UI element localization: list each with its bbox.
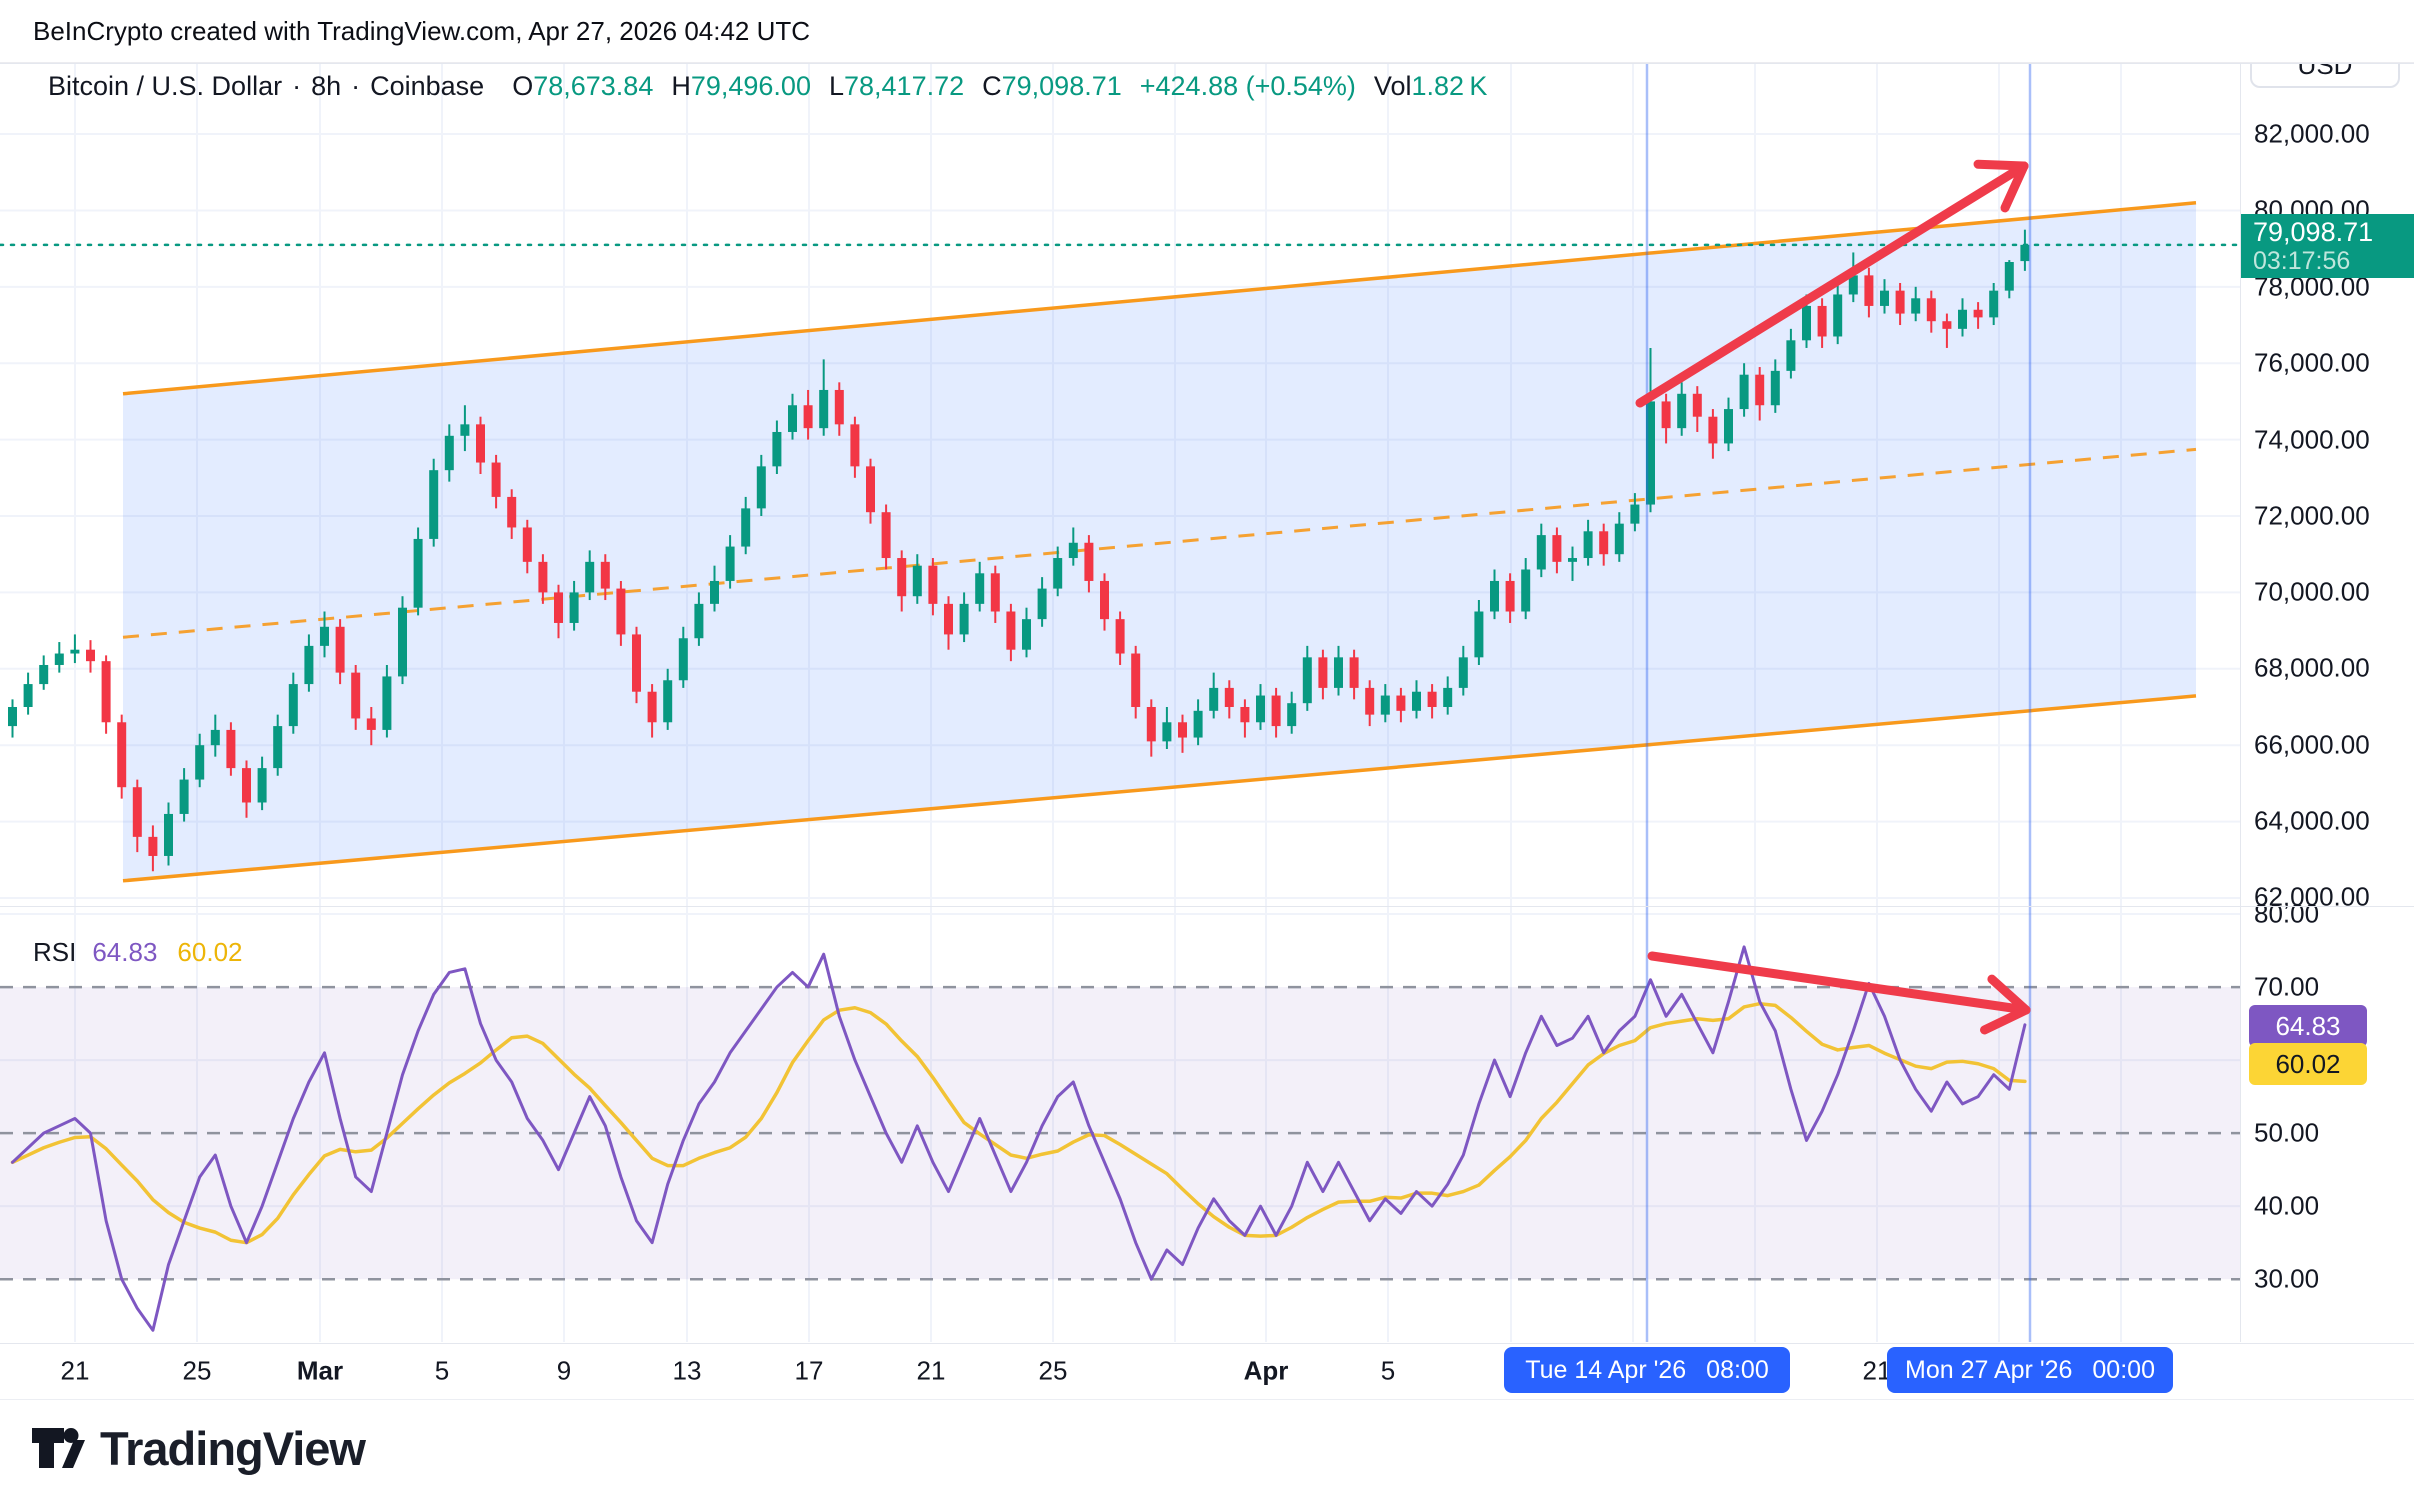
- time-axis[interactable]: 21 25 Mar 5 9 13 17 21 25 Apr 5 9 21 Tue…: [0, 1343, 2414, 1400]
- price-tick: 68,000.00: [2254, 652, 2370, 683]
- interval-label[interactable]: 8h: [311, 70, 342, 101]
- time-tick-month: Mar: [296, 1355, 344, 1386]
- time-tick: 5: [1380, 1355, 1396, 1386]
- marker-date: Mon 27 Apr '26: [1905, 1355, 2073, 1384]
- price-tick: 74,000.00: [2254, 424, 2370, 455]
- chart-top-separator: [0, 63, 2414, 64]
- price-tick: 82,000.00: [2254, 118, 2370, 149]
- price-tick: 66,000.00: [2254, 729, 2370, 760]
- rsi-ma-value: 60.02: [177, 936, 243, 967]
- volume-value: 1.82 K: [1411, 70, 1488, 101]
- rsi-tick: 80.00: [2254, 898, 2320, 929]
- chart-canvas[interactable]: [0, 0, 2240, 1342]
- rsi-ma-value-badge: 60.02: [2249, 1043, 2367, 1085]
- marker-date: Tue 14 Apr '26: [1525, 1355, 1687, 1384]
- time-tick: 17: [794, 1355, 824, 1386]
- rsi-tick: 70.00: [2254, 971, 2320, 1002]
- price-axis[interactable]: USD 82,000.00 80,000.00 78,000.00 76,000…: [2240, 0, 2414, 1342]
- rsi-value: 64.83: [92, 936, 158, 967]
- open-label: O: [512, 70, 534, 101]
- rsi-header: RSI 64.83 60.02: [33, 936, 243, 968]
- crosshair-date-marker-2: Mon 27 Apr '26 00:00: [1887, 1347, 2173, 1393]
- high-label: H: [671, 70, 691, 101]
- price-tick: 64,000.00: [2254, 805, 2370, 836]
- attribution-bar: BeInCrypto created with TradingView.com,…: [0, 0, 2414, 63]
- crosshair-date-marker-1: Tue 14 Apr '26 08:00: [1504, 1347, 1790, 1393]
- exchange-label: Coinbase: [370, 70, 485, 101]
- time-tick-month: Apr: [1243, 1355, 1289, 1386]
- volume-label: Vol: [1373, 70, 1412, 101]
- rsi-tick: 30.00: [2254, 1263, 2320, 1294]
- rsi-indicator-label[interactable]: RSI: [33, 936, 77, 967]
- symbol-header: Bitcoin / U.S. Dollar · 8h · Coinbase O …: [48, 70, 1487, 102]
- time-tick: 5: [434, 1355, 450, 1386]
- time-tick: 21: [1862, 1355, 1892, 1386]
- rsi-tick: 50.00: [2254, 1117, 2320, 1148]
- last-price-value: 79,098.71: [2253, 217, 2374, 247]
- tradingview-wordmark: TradingView: [100, 1421, 366, 1475]
- low-value: 78,417.72: [844, 70, 965, 101]
- low-label: L: [828, 70, 844, 101]
- high-value: 79,496.00: [690, 70, 811, 101]
- close-label: C: [982, 70, 1002, 101]
- tradingview-logo-icon: [32, 1428, 85, 1468]
- time-tick: 13: [672, 1355, 702, 1386]
- bar-countdown: 03:17:56: [2253, 247, 2351, 275]
- time-tick: 21: [916, 1355, 946, 1386]
- change-value: +424.88 (+0.54%): [1139, 70, 1356, 101]
- pane-separator[interactable]: [0, 906, 2414, 907]
- rsi-value-badge: 64.83: [2249, 1005, 2367, 1047]
- marker-time: 08:00: [1706, 1355, 1769, 1384]
- rsi-tick: 40.00: [2254, 1190, 2320, 1221]
- separator-dot-2: ·: [351, 70, 361, 101]
- time-tick: 25: [1038, 1355, 1068, 1386]
- price-tick: 72,000.00: [2254, 500, 2370, 531]
- last-price-badge: 79,098.71 03:17:56: [2241, 214, 2414, 278]
- symbol-name[interactable]: Bitcoin / U.S. Dollar: [48, 70, 283, 101]
- tradingview-logo[interactable]: TradingView: [30, 1420, 366, 1476]
- price-tick: 70,000.00: [2254, 576, 2370, 607]
- time-axis-separator: [0, 1343, 2414, 1344]
- separator-dot-1: ·: [292, 70, 302, 101]
- marker-time: 00:00: [2092, 1355, 2155, 1384]
- time-tick: 21: [60, 1355, 90, 1386]
- time-tick: 9: [556, 1355, 572, 1386]
- open-value: 78,673.84: [533, 70, 654, 101]
- time-tick: 25: [182, 1355, 212, 1386]
- price-tick: 76,000.00: [2254, 347, 2370, 378]
- close-value: 79,098.71: [1001, 70, 1122, 101]
- attribution-text: BeInCrypto created with TradingView.com,…: [33, 15, 811, 46]
